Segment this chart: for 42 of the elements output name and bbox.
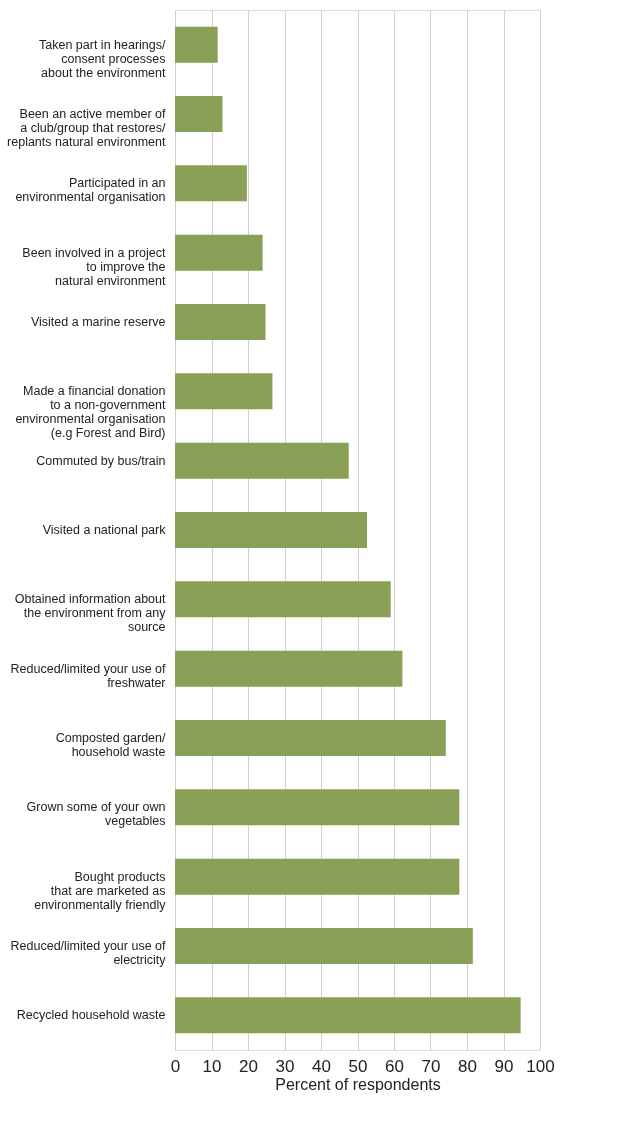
x-tick-label: 0: [170, 1056, 181, 1076]
y-tick-label: Visited a national park: [42, 523, 167, 537]
bar: [175, 442, 349, 479]
x-tick-label: 30: [275, 1056, 295, 1076]
bar: [175, 373, 273, 410]
y-tick-label: Obtained information about the environment from any source: [14, 592, 167, 635]
bar: [175, 165, 247, 202]
bar: [175, 95, 223, 133]
x-tick-label: 80: [458, 1056, 477, 1076]
y-tick-label: Grown some of your own vegetables: [26, 800, 166, 829]
bar: [175, 927, 473, 965]
x-tick-label: 70: [421, 1056, 441, 1076]
x-tick-label: 90: [494, 1056, 514, 1076]
x-tick-label: 50: [348, 1056, 368, 1076]
x-tick-label: 40: [312, 1056, 331, 1076]
bar: [175, 997, 521, 1034]
x-axis-title: Percent of respondents: [275, 1075, 441, 1093]
x-tick-label: 100: [526, 1056, 555, 1076]
y-tick-label: Commuted by bus/train: [36, 453, 166, 468]
bar: [175, 650, 403, 687]
y-tick-label: Reduced/limited your use of electricity: [10, 939, 167, 967]
bar: [175, 581, 391, 618]
bar: [175, 858, 460, 895]
y-tick-label: Made a financial donation to a non-government environmental organisation (e.g Forest and Bird): [15, 384, 167, 441]
y-tick-label: Composted garden/ household waste: [55, 731, 167, 759]
y-tick-label: Bought products that are marketed as environmentally friendly: [34, 869, 167, 912]
bar: [175, 234, 263, 271]
x-tick-label: 10: [202, 1056, 222, 1076]
x-tick-label: 60: [385, 1056, 404, 1076]
y-tick-label: Visited a marine reserve: [30, 315, 166, 329]
y-tick-label: Recycled household waste: [16, 1008, 166, 1023]
bar: [175, 26, 218, 63]
y-tick-label: Been involved in a project to improve the natural environment: [22, 245, 167, 288]
y-tick-label: Participated in an environmental organisation: [15, 176, 166, 205]
x-tick-label: 20: [239, 1056, 258, 1076]
bar: [175, 789, 460, 826]
y-tick-label: Reduced/limited your use of freshwater: [10, 661, 167, 690]
bar: [175, 303, 266, 341]
bar: [175, 511, 367, 549]
y-tick-label: Been an active member of a club/group that restores/ replants natural environment: [7, 107, 167, 149]
bar: [175, 719, 446, 757]
y-tick-label: Taken part in hearings/ consent processes about the environment: [39, 37, 167, 80]
